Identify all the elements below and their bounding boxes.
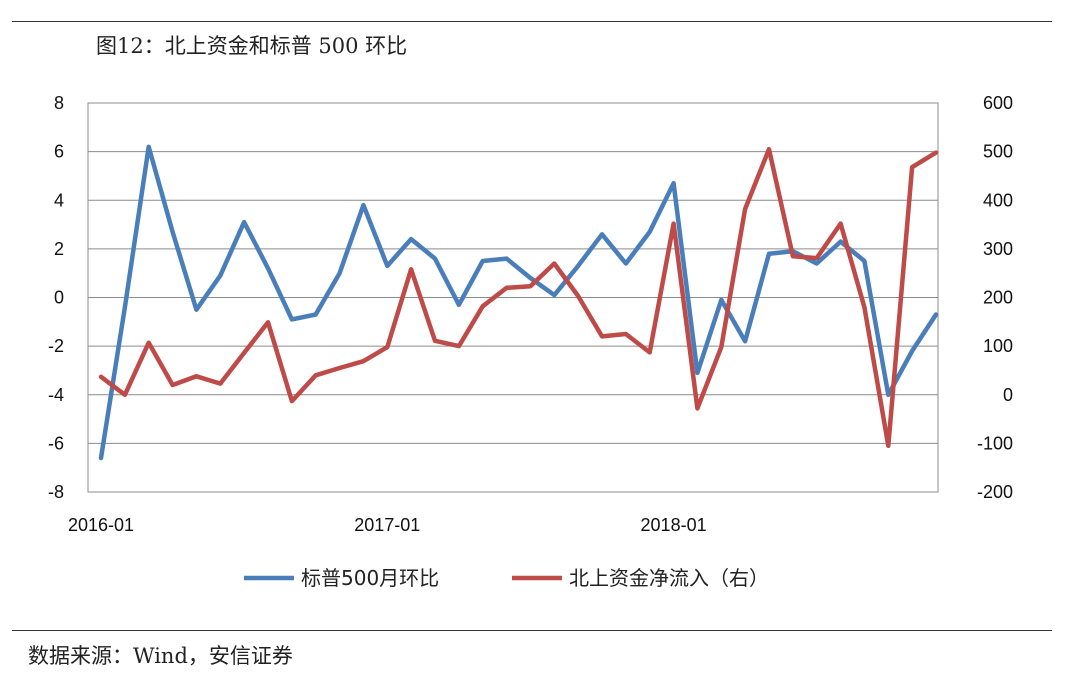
right-axis-tick-label: 200 — [983, 288, 1013, 308]
series-line-0 — [98, 144, 939, 461]
right-axis-tick-label: 100 — [983, 336, 1013, 356]
right-axis-tick-label: 300 — [983, 239, 1013, 259]
legend-label-0: 标普500月环比 — [301, 566, 439, 590]
series-line-1 — [98, 146, 939, 449]
bottom-rule — [12, 630, 1052, 631]
plot-frame — [87, 102, 939, 493]
left-axis-tick-label: 8 — [54, 93, 64, 113]
x-axis-ticks: 2016-01 2017-01 2018-01 — [68, 515, 707, 535]
right-axis-tick-label: 500 — [983, 142, 1013, 162]
left-axis-tick-label: -6 — [48, 433, 64, 453]
x-axis-tick-label: 2017-01 — [354, 515, 420, 535]
left-axis-ticks: 8 6 4 2 0 -2 -4 -6 -8 — [48, 93, 64, 502]
left-axis-tick-label: -2 — [48, 336, 64, 356]
top-rule — [12, 21, 1052, 22]
legend: 标普500月环比 北上资金净流入（右） — [244, 566, 769, 590]
left-axis-tick-label: 2 — [54, 239, 64, 259]
grid-lines — [88, 151, 938, 444]
left-axis-tick-label: 6 — [54, 142, 64, 162]
left-axis-tick-label: -4 — [48, 385, 64, 405]
right-axis-tick-label: -100 — [977, 433, 1013, 453]
left-axis-tick-label: -8 — [48, 482, 64, 502]
x-axis-tick-label: 2018-01 — [641, 515, 707, 535]
legend-label-1: 北上资金净流入（右） — [569, 566, 769, 590]
source-note: 数据来源：Wind，安信证券 — [28, 644, 293, 668]
figure-title: 图12：北上资金和标普 500 环比 — [96, 34, 408, 58]
right-axis-tick-label: -200 — [977, 482, 1013, 502]
right-axis-tick-label: 400 — [983, 190, 1013, 210]
right-axis-ticks: 600 500 400 300 200 100 0 -100 -200 — [977, 93, 1013, 502]
left-axis-tick-label: 0 — [54, 288, 64, 308]
left-axis-tick-label: 4 — [54, 190, 64, 210]
right-axis-tick-label: 0 — [1003, 385, 1013, 405]
x-axis-tick-label: 2016-01 — [68, 515, 134, 535]
series-lines — [98, 144, 939, 461]
right-axis-tick-label: 600 — [983, 93, 1013, 113]
